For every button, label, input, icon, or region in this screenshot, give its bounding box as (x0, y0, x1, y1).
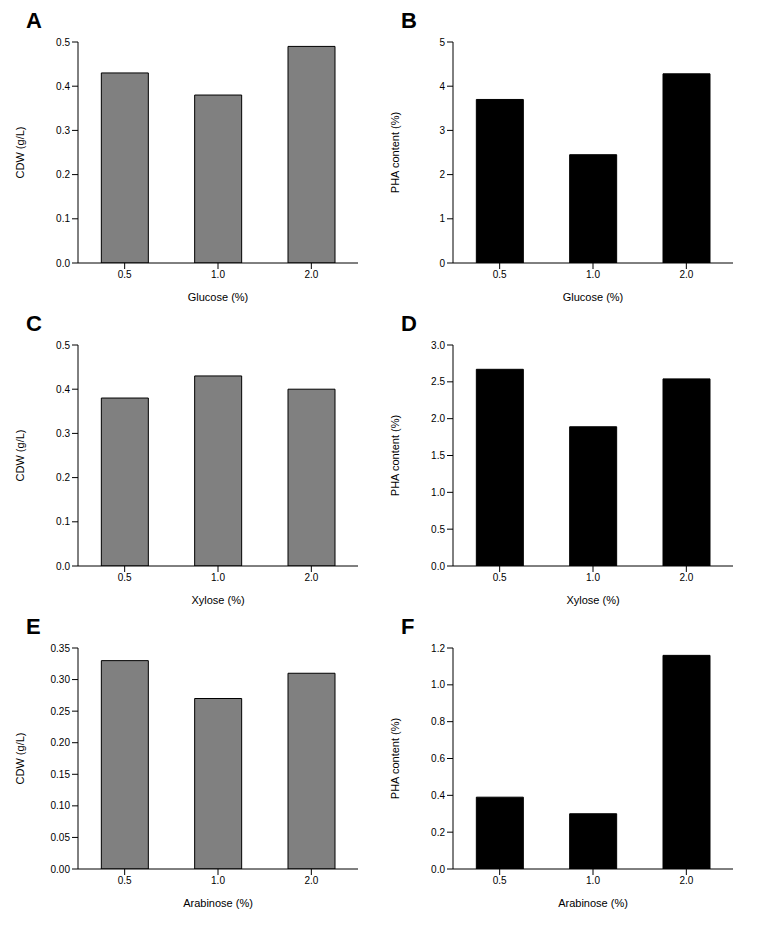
svg-text:CDW (g/L): CDW (g/L) (14, 127, 26, 179)
svg-text:0.30: 0.30 (51, 674, 71, 685)
svg-text:2.0: 2.0 (679, 269, 693, 280)
svg-text:2.0: 2.0 (304, 572, 318, 583)
svg-text:0.4: 0.4 (56, 384, 70, 395)
svg-text:Xylose (%): Xylose (%) (191, 594, 244, 606)
svg-text:2.5: 2.5 (431, 376, 445, 387)
svg-text:0: 0 (439, 258, 445, 269)
svg-text:Arabinose (%): Arabinose (%) (183, 897, 253, 909)
svg-text:0.25: 0.25 (51, 706, 71, 717)
svg-text:2.0: 2.0 (679, 875, 693, 886)
svg-text:1.0: 1.0 (586, 875, 600, 886)
svg-text:Glucose (%): Glucose (%) (563, 291, 624, 303)
svg-text:2: 2 (439, 169, 445, 180)
html-text:F: F (401, 614, 415, 639)
svg-text:0.4: 0.4 (431, 790, 445, 801)
svg-text:0.0: 0.0 (56, 561, 70, 572)
svg-text:0.0: 0.0 (56, 258, 70, 269)
svg-text:0.5: 0.5 (118, 269, 132, 280)
svg-text:0.6: 0.6 (431, 753, 445, 764)
svg-text:PHA content (%): PHA content (%) (389, 415, 401, 496)
svg-text:0.3: 0.3 (56, 125, 70, 136)
svg-text:0.5: 0.5 (493, 875, 507, 886)
svg-text:2.0: 2.0 (304, 269, 318, 280)
svg-text:0.5: 0.5 (118, 875, 132, 886)
svg-text:Xylose (%): Xylose (%) (566, 594, 619, 606)
svg-text:0.2: 0.2 (56, 472, 70, 483)
svg-text:0.15: 0.15 (51, 769, 71, 780)
svg-text:PHA content (%): PHA content (%) (389, 112, 401, 193)
svg-text:0.5: 0.5 (493, 269, 507, 280)
svg-text:0.1: 0.1 (56, 516, 70, 527)
svg-text:CDW (g/L): CDW (g/L) (14, 733, 26, 785)
svg-text:0.3: 0.3 (56, 428, 70, 439)
svg-text:1.0: 1.0 (431, 487, 445, 498)
svg-text:0.8: 0.8 (431, 716, 445, 727)
svg-text:0.2: 0.2 (56, 169, 70, 180)
svg-text:3.0: 3.0 (431, 340, 445, 351)
svg-text:CDW (g/L): CDW (g/L) (14, 430, 26, 482)
svg-text:1.5: 1.5 (431, 450, 445, 461)
svg-text:2.0: 2.0 (679, 572, 693, 583)
svg-text:Arabinose (%): Arabinose (%) (558, 897, 628, 909)
svg-text:0.5: 0.5 (56, 37, 70, 48)
svg-text:0.05: 0.05 (51, 832, 71, 843)
svg-text:0.0: 0.0 (431, 864, 445, 875)
svg-text:0.2: 0.2 (431, 827, 445, 838)
svg-text:1.0: 1.0 (586, 269, 600, 280)
svg-text:2.0: 2.0 (431, 413, 445, 424)
svg-text:0.35: 0.35 (51, 643, 71, 654)
svg-text:0.5: 0.5 (493, 572, 507, 583)
html-text:E: E (26, 614, 41, 639)
svg-text:0.0: 0.0 (431, 561, 445, 572)
svg-text:1.0: 1.0 (211, 875, 225, 886)
svg-text:0.5: 0.5 (431, 524, 445, 535)
html-text:C: C (26, 311, 42, 336)
svg-text:0.10: 0.10 (51, 800, 71, 811)
svg-text:4: 4 (439, 81, 445, 92)
svg-text:1: 1 (439, 213, 445, 224)
svg-text:1.0: 1.0 (211, 269, 225, 280)
svg-text:0.20: 0.20 (51, 737, 71, 748)
svg-text:0.1: 0.1 (56, 213, 70, 224)
svg-text:2.0: 2.0 (304, 875, 318, 886)
svg-text:0.5: 0.5 (56, 340, 70, 351)
svg-text:1.2: 1.2 (431, 643, 445, 654)
html-text:D: D (401, 311, 417, 336)
html-text:A: A (26, 8, 42, 33)
svg-text:PHA content (%): PHA content (%) (389, 718, 401, 799)
svg-text:1.0: 1.0 (586, 572, 600, 583)
svg-text:3: 3 (439, 125, 445, 136)
svg-text:Glucose (%): Glucose (%) (188, 291, 249, 303)
html-text:B: B (401, 8, 417, 33)
svg-text:0.00: 0.00 (51, 864, 71, 875)
svg-text:5: 5 (439, 37, 445, 48)
svg-text:0.4: 0.4 (56, 81, 70, 92)
svg-text:1.0: 1.0 (211, 572, 225, 583)
svg-text:0.5: 0.5 (118, 572, 132, 583)
svg-text:1.0: 1.0 (431, 679, 445, 690)
